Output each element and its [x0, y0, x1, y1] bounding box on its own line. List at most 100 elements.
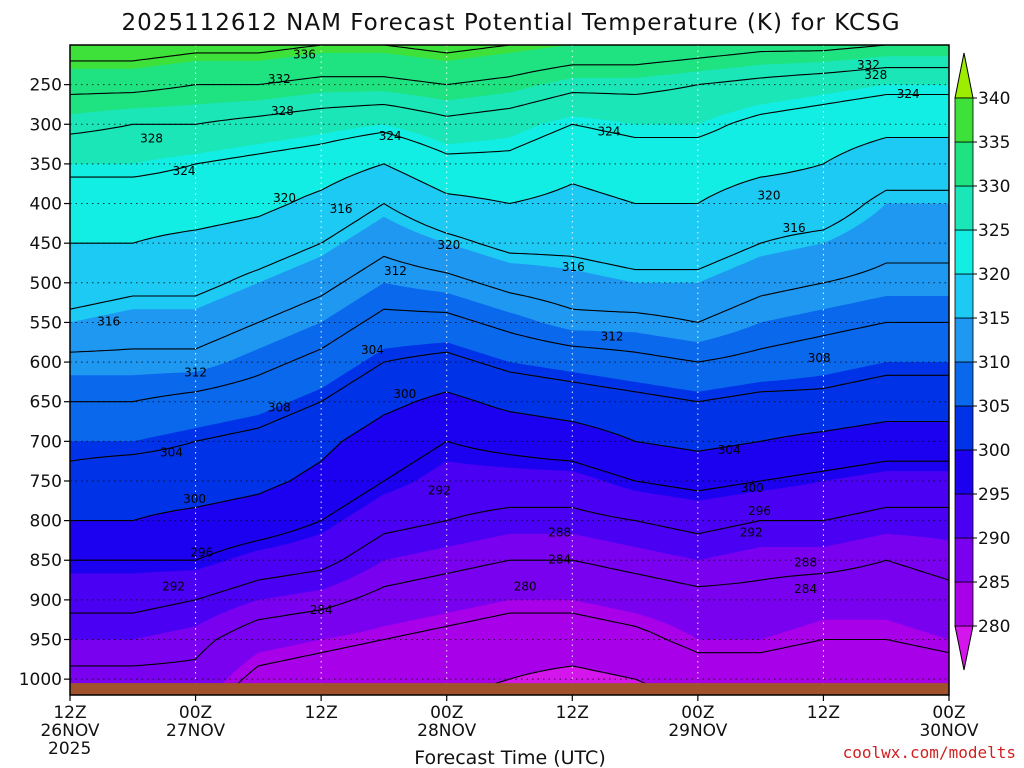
contour-label-324-4: 324: [897, 87, 920, 101]
colorbar-box-300: [954, 405, 974, 451]
contour-label-text: 332: [268, 72, 291, 86]
contour-label-text: 284: [794, 582, 817, 596]
y-tick-label-900: 900: [30, 591, 62, 611]
contour-label-text: 288: [548, 526, 571, 540]
contour-label-text: 324: [597, 124, 620, 138]
contour-line-316: [70, 189, 949, 310]
contour-line-320: [70, 136, 949, 244]
contour-label-328-5: 328: [271, 104, 294, 118]
colorbar: 280 285 290 295 300 305 310 315 320 325 330 335 340: [954, 52, 1010, 671]
colorbar-box-335: [954, 97, 974, 143]
contour-label-text: 320: [437, 238, 460, 252]
contour-label-text: 280: [514, 579, 537, 593]
colorbar-label-335: 335: [978, 133, 1010, 153]
contour-label-320-14: 320: [437, 238, 460, 252]
colorbar-box-330: [954, 141, 974, 187]
y-tick-label-850: 850: [30, 551, 62, 571]
gridlines: [70, 45, 949, 695]
x-tick-label-12-2: 27NOV: [166, 721, 225, 741]
x-tick-label-60-1: 00Z: [681, 703, 714, 723]
y-tick-label-400: 400: [30, 195, 62, 215]
credit-link[interactable]: coolwx.com/modelts: [843, 743, 1016, 762]
contour-label-text: 304: [361, 343, 384, 357]
x-axis-label: Forecast Time (UTC): [414, 747, 605, 768]
contour-label-300-28: 300: [183, 492, 206, 506]
x-tick-label-36-2: 28NOV: [417, 721, 476, 741]
contour-label-text: 336: [293, 48, 316, 62]
contour-line-296: [70, 440, 949, 561]
plot-area: [70, 45, 949, 695]
contour-label-284-33: 284: [548, 552, 571, 566]
colorbar-bottom-arrow: [954, 625, 974, 671]
y-tick-label-600: 600: [30, 353, 62, 373]
contour-label-text: 316: [562, 260, 585, 274]
contour-label-304-25: 304: [160, 445, 183, 459]
contour-label-text: 300: [741, 481, 764, 495]
contour-label-316-13: 316: [783, 221, 806, 235]
contour-label-text: 324: [173, 164, 196, 178]
colorbar-label-300: 300: [978, 441, 1010, 461]
contour-label-text: 316: [783, 221, 806, 235]
colorbar-box-310: [954, 317, 974, 363]
contour-label-text: 324: [379, 129, 402, 143]
contour-line-336: [70, 45, 515, 62]
colorbar-box-285: [954, 537, 974, 583]
colorbar-label-285: 285: [978, 573, 1010, 593]
contour-label-text: 296: [190, 545, 213, 559]
contour-line-288: [70, 559, 949, 667]
contour-label-text: 324: [897, 87, 920, 101]
contour-label-284-38: 284: [310, 603, 333, 617]
contour-line-324: [70, 93, 949, 178]
colorbar-label-290: 290: [978, 529, 1010, 549]
y-tick-label-450: 450: [30, 234, 62, 254]
contour-label-text: 292: [428, 483, 451, 497]
colorbar-label-325: 325: [978, 221, 1010, 241]
x-tick-label-12-1: 00Z: [179, 703, 212, 723]
y-tick-label-800: 800: [30, 512, 62, 532]
colorbar-label-310: 310: [978, 353, 1010, 373]
contour-label-316-15: 316: [562, 260, 585, 274]
theta-contour-lines: [70, 45, 949, 695]
x-tick-label-72-1: 12Z: [807, 703, 840, 723]
colorbar-box-295: [954, 449, 974, 495]
colorbar-box-325: [954, 185, 974, 231]
contour-label-text: 300: [183, 492, 206, 506]
colorbar-box-280: [954, 581, 974, 627]
contour-label-328-2: 328: [864, 68, 887, 82]
colorbar-label-315: 315: [978, 309, 1010, 329]
contour-label-text: 284: [310, 603, 333, 617]
contour-label-text: 300: [393, 387, 416, 401]
x-tick-label-84-2: 30NOV: [919, 721, 978, 741]
contour-label-text: 328: [864, 68, 887, 82]
contour-line-300: [70, 391, 949, 522]
contour-label-296-29: 296: [748, 504, 771, 518]
colorbar-box-315: [954, 273, 974, 319]
contour-label-312-18: 312: [601, 330, 624, 344]
contour-label-332-1: 332: [857, 58, 880, 72]
x-tick-label-24-1: 12Z: [305, 703, 338, 723]
contour-label-292-35: 292: [162, 579, 185, 593]
contour-label-284-37: 284: [794, 582, 817, 596]
y-tick-label-350: 350: [30, 155, 62, 175]
contour-label-text: 320: [273, 191, 296, 205]
colorbar-label-340: 340: [978, 89, 1010, 109]
y-axis: 250 300 350 400 450 500 550 600 650 700 750 800 850 9…: [19, 76, 70, 690]
contour-label-296-32: 296: [190, 545, 213, 559]
x-tick-label-0-1: 12Z: [53, 703, 86, 723]
contour-label-text: 292: [162, 579, 185, 593]
contour-label-text: 284: [548, 552, 571, 566]
colorbar-label-295: 295: [978, 485, 1010, 505]
contour-label-324-9: 324: [173, 164, 196, 178]
contour-line-308: [70, 308, 949, 403]
y-tick-label-500: 500: [30, 274, 62, 294]
y-tick-label-950: 950: [30, 631, 62, 651]
contour-line-312: [70, 255, 949, 353]
contour-label-text: 332: [857, 58, 880, 72]
y-tick-label-750: 750: [30, 472, 62, 492]
x-tick-label-0-2: 26NOV: [40, 721, 99, 741]
colorbar-label-320: 320: [978, 265, 1010, 285]
colorbar-box-305: [954, 361, 974, 407]
contour-label-312-16: 312: [384, 264, 407, 278]
